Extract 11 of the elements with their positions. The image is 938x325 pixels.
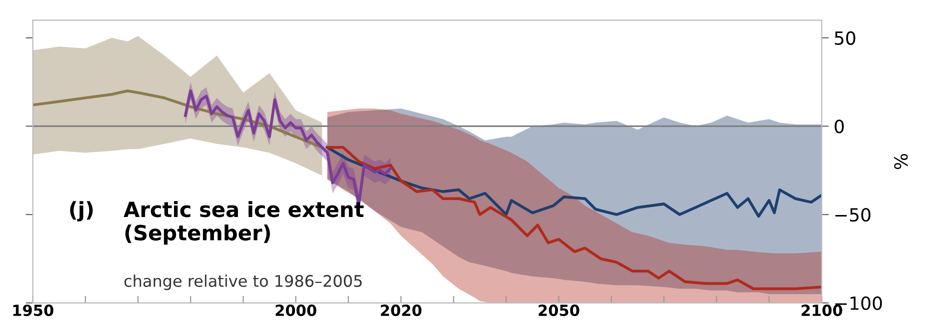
x-tick-label: 2050 bbox=[538, 304, 580, 316]
annotation: (j) bbox=[70, 201, 93, 222]
x-tick-label: 1950 bbox=[13, 304, 54, 316]
y-tick-label: 50 bbox=[834, 31, 856, 45]
y-axis-title: % bbox=[894, 154, 908, 170]
text: Arctic sea ice extent (September) bbox=[124, 201, 364, 245]
y-tick-label: 0 bbox=[834, 120, 844, 134]
y-tick-label: −50 bbox=[835, 208, 870, 222]
x-tick-label: 2020 bbox=[380, 304, 422, 316]
text: change relative to 1986–2005 bbox=[124, 274, 362, 290]
x-tick-label: 2000 bbox=[276, 304, 316, 316]
